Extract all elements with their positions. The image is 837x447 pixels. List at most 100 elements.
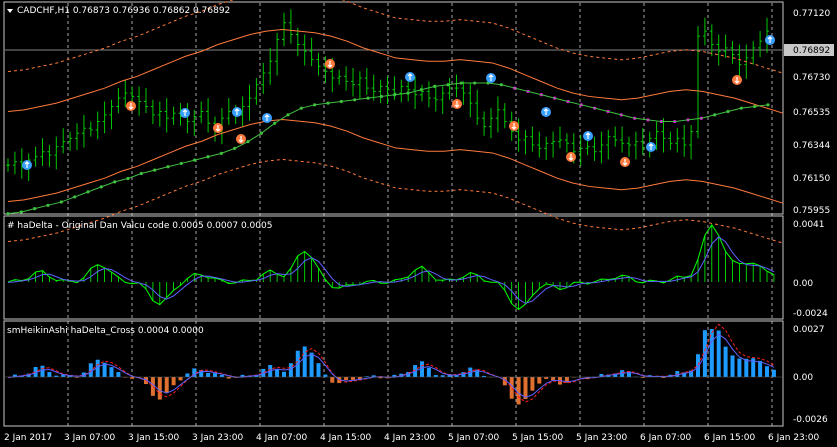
time-label: 6 Jan 15:00	[704, 433, 756, 443]
cross-histogram-bar	[523, 377, 528, 400]
cross-histogram-bar	[109, 367, 114, 377]
cross-histogram-bar	[309, 352, 314, 377]
cross-histogram-bar	[613, 373, 618, 377]
cross-histogram-bar	[392, 374, 397, 377]
cross-histogram-bar	[709, 329, 714, 377]
cross-histogram-bar	[81, 372, 86, 377]
chart-header: CADCHF,H1 0.76873 0.76936 0.76862 0.7689…	[7, 6, 230, 16]
cross-histogram-bar	[206, 372, 211, 377]
arrow-up-glyph	[234, 108, 240, 115]
cross-histogram-bar	[95, 359, 100, 377]
time-label: 2 Jan 2017	[4, 433, 52, 443]
cross-histogram-bar	[261, 368, 266, 377]
time-label: 6 Jan 23:00	[768, 433, 820, 443]
cross-histogram-bar	[164, 377, 169, 393]
envelope-upper-line	[7, 28, 784, 114]
cross-histogram-bar	[420, 361, 424, 377]
cross-histogram-bar	[378, 377, 383, 379]
time-label: 3 Jan 15:00	[128, 433, 180, 443]
cross-histogram-bar	[765, 366, 769, 377]
indicator2-panel[interactable]	[3, 320, 784, 427]
cross-histogram-bar	[744, 358, 749, 377]
time-label: 3 Jan 23:00	[192, 433, 244, 443]
vertical-grid-lines	[67, 3, 773, 426]
cross-histogram-bar	[171, 377, 176, 386]
cross-histogram-bar	[61, 374, 66, 377]
cross-histogram-bar	[661, 377, 666, 378]
cross-histogram-bar	[696, 354, 700, 377]
cross-histogram-bar	[75, 377, 79, 378]
symbol-header: CADCHF,H1 0.76873 0.76936 0.76862 0.7689…	[17, 6, 230, 16]
hadelta-line	[7, 223, 775, 311]
cross-histogram-bar	[199, 369, 204, 377]
cross-histogram-bar	[226, 377, 231, 379]
time-label: 6 Jan 07:00	[640, 433, 692, 443]
cross-blue-line	[7, 333, 775, 398]
time-label: 5 Jan 23:00	[576, 433, 628, 443]
cross-histogram-bar	[88, 363, 93, 377]
price-tick: 0.76730	[793, 73, 830, 83]
cross-histogram-bar	[433, 375, 438, 377]
cross-histogram-bar	[54, 375, 59, 377]
cross-histogram-bar	[564, 377, 569, 383]
cross-histogram-bar	[371, 375, 376, 377]
time-label: 4 Jan 07:00	[256, 433, 308, 443]
cross-histogram-bar	[702, 330, 707, 377]
arrow-up-glyph	[264, 114, 270, 121]
time-label: 4 Jan 15:00	[320, 433, 372, 443]
time-label: 5 Jan 15:00	[512, 433, 564, 443]
cross-histogram-bar	[219, 375, 224, 377]
indicator2-axis: 0.0027 0.00 -0.0026	[793, 325, 828, 425]
arrow-down-glyph	[215, 125, 221, 132]
cross-histogram-bar	[130, 377, 135, 379]
cross-histogram-bar	[275, 369, 280, 377]
ind1-tick: 0.0041	[793, 220, 825, 230]
cross-histogram-bar	[716, 330, 721, 377]
arrow-up-glyph	[24, 161, 30, 168]
envelope-lower-line	[7, 118, 784, 204]
time-axis: 2 Jan 2017 3 Jan 07:00 3 Jan 15:00 3 Jan…	[4, 433, 820, 443]
ind2-tick: -0.0026	[793, 415, 828, 425]
arrow-up-glyph	[182, 109, 188, 116]
envelope-outer-upper-line	[7, 0, 784, 74]
cross-histogram-bar	[364, 376, 369, 377]
cross-histogram-bar	[627, 371, 631, 377]
indicator2-title: smHeikinAshi haDelta_Cross 0.0004 0.0000	[7, 326, 204, 336]
arrow-down-glyph	[454, 101, 460, 108]
cross-histogram-bar	[282, 371, 286, 377]
cross-histogram-bar	[537, 377, 542, 384]
indicator1-axis: 0.0041 0.00 -0.0024	[793, 220, 828, 319]
main-panel[interactable]	[3, 1, 784, 215]
cross-histogram-bar	[316, 363, 321, 377]
time-label: 4 Jan 23:00	[384, 433, 436, 443]
cross-histogram-bar	[344, 377, 349, 380]
cross-histogram-bar	[12, 374, 17, 377]
ind1-tick: -0.0024	[793, 309, 828, 319]
cross-histogram-bar	[544, 377, 549, 379]
arrow-up-glyph	[585, 132, 591, 139]
cross-histogram-bar	[40, 365, 45, 377]
envelope-outer-lower-line	[7, 158, 784, 244]
cross-histogram-bar	[771, 369, 776, 377]
time-label: 5 Jan 07:00	[448, 433, 500, 443]
hadelta-plot	[7, 223, 775, 311]
cross-histogram-bar	[516, 377, 521, 405]
arrow-down-glyph	[734, 77, 740, 84]
trail-line	[7, 82, 769, 215]
main-price-plot	[5, 0, 784, 244]
cross-histogram-bar	[47, 372, 52, 377]
cross-histogram-bar	[751, 358, 756, 377]
cross-histogram-bar	[351, 377, 355, 380]
dropdown-triangle-icon[interactable]	[7, 9, 13, 13]
cross-histogram-bar	[213, 373, 217, 377]
cross-histogram-bar	[178, 377, 183, 381]
indicator1-panel[interactable]	[3, 215, 784, 320]
cross-histogram-bar	[502, 377, 507, 386]
current-price-box	[784, 44, 834, 56]
price-tick: 0.76344	[793, 141, 830, 151]
hadelta-signal-line	[7, 236, 775, 304]
cross-histogram-bar	[723, 346, 728, 377]
time-label: 3 Jan 07:00	[64, 433, 116, 443]
hadelta-cross-plot	[5, 323, 782, 405]
